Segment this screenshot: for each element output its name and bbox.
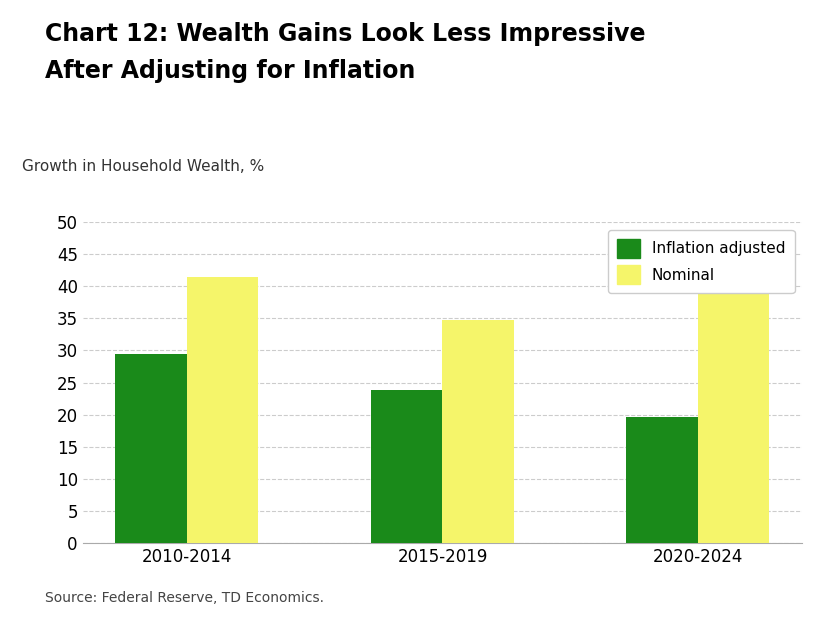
Bar: [370, 390, 442, 543]
Legend: Inflation adjusted, Nominal: Inflation adjusted, Nominal: [608, 230, 795, 293]
Bar: [116, 354, 187, 543]
Bar: [626, 417, 698, 543]
Bar: [187, 276, 259, 543]
Bar: [442, 320, 514, 543]
Text: Source: Federal Reserve, TD Economics.: Source: Federal Reserve, TD Economics.: [45, 590, 324, 605]
Text: Growth in Household Wealth, %: Growth in Household Wealth, %: [22, 159, 264, 174]
Bar: [698, 244, 769, 543]
Text: Chart 12: Wealth Gains Look Less Impressive: Chart 12: Wealth Gains Look Less Impress…: [45, 22, 646, 46]
Text: After Adjusting for Inflation: After Adjusting for Inflation: [45, 59, 416, 83]
